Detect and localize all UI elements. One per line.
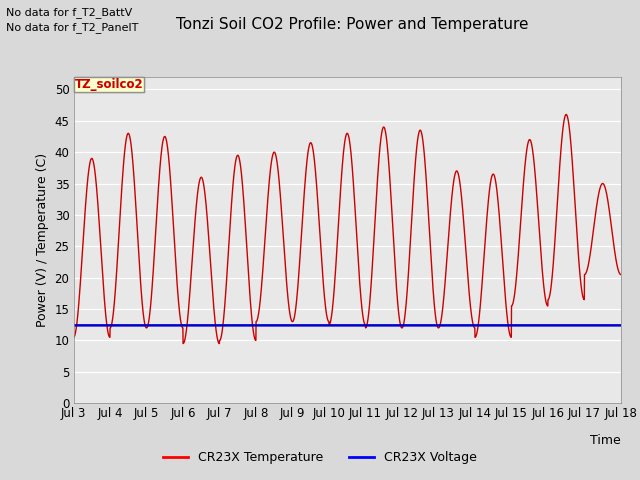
Legend: CR23X Temperature, CR23X Voltage: CR23X Temperature, CR23X Voltage	[159, 446, 481, 469]
Text: Time: Time	[590, 434, 621, 447]
Legend: 	[74, 77, 144, 92]
Text: Tonzi Soil CO2 Profile: Power and Temperature: Tonzi Soil CO2 Profile: Power and Temper…	[176, 17, 528, 32]
Y-axis label: Power (V) / Temperature (C): Power (V) / Temperature (C)	[36, 153, 49, 327]
Text: No data for f_T2_PanelT: No data for f_T2_PanelT	[6, 22, 139, 33]
Text: No data for f_T2_BattV: No data for f_T2_BattV	[6, 7, 132, 18]
